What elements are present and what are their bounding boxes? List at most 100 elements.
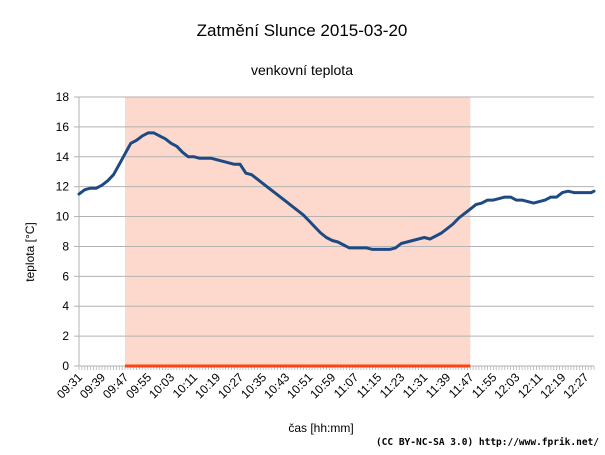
data-point (434, 234, 437, 238)
data-point (538, 200, 541, 203)
data-point (164, 137, 167, 141)
data-point (233, 163, 236, 166)
data-point (342, 243, 345, 247)
x-tick-label: 10:27 (215, 370, 246, 401)
x-tick-label: 10:51 (284, 370, 315, 401)
x-tick-label: 09:39 (77, 370, 108, 401)
x-tick-label: 11:39 (423, 370, 454, 401)
y-tick-label: 18 (56, 90, 70, 104)
data-point (330, 239, 334, 242)
data-point (497, 197, 501, 200)
data-point (158, 134, 161, 138)
x-tick-label: 09:55 (123, 370, 154, 401)
data-point (89, 186, 92, 190)
x-tick-label: 11:23 (377, 370, 408, 401)
data-point (106, 179, 109, 182)
data-point (181, 151, 184, 154)
data-point (520, 198, 524, 202)
data-point (359, 246, 363, 250)
x-tick-label: 12:19 (537, 370, 568, 401)
data-point (584, 191, 587, 194)
data-point (463, 212, 466, 215)
data-point (480, 201, 483, 205)
data-point (474, 203, 478, 206)
credit-text: (CC BY-NC-SA 3.0) http://www.fprik.net/ (375, 437, 599, 448)
data-point (561, 191, 564, 194)
data-point (365, 246, 368, 250)
data-point (354, 246, 357, 250)
data-point (141, 134, 144, 138)
data-point (215, 158, 219, 161)
y-tick-label: 2 (62, 329, 69, 343)
y-axis-label: teplota [°C] (23, 222, 37, 282)
data-point (77, 192, 81, 196)
data-point (440, 231, 443, 235)
y-tick-label: 14 (56, 150, 70, 164)
data-point (296, 209, 299, 212)
data-point (152, 131, 156, 135)
data-point (446, 227, 449, 230)
data-point (526, 200, 530, 203)
data-point (325, 236, 328, 239)
data-point (135, 139, 138, 142)
data-point (532, 201, 535, 205)
x-tick-label: 10:43 (261, 370, 292, 401)
data-point (221, 160, 225, 163)
data-point (238, 163, 242, 166)
data-point (348, 246, 351, 250)
data-point (371, 248, 374, 251)
data-point (566, 189, 570, 193)
data-point (469, 207, 472, 211)
x-tick-label: 12:27 (560, 370, 591, 401)
y-tick-label: 6 (62, 269, 69, 283)
x-tick-label: 11:07 (331, 370, 362, 401)
data-point (451, 222, 455, 226)
data-point (175, 145, 179, 148)
y-tick-label: 0 (62, 359, 69, 373)
data-point (267, 186, 271, 190)
data-point (307, 219, 311, 223)
data-point (279, 195, 282, 199)
data-point (95, 186, 98, 190)
eclipse-band (125, 97, 471, 366)
chart-title: Zatmění Slunce 2015-03-20 (197, 21, 408, 40)
data-point (112, 173, 115, 176)
x-tick-label: 09:47 (100, 370, 131, 401)
data-point (284, 200, 288, 203)
data-point (273, 191, 276, 194)
data-point (118, 163, 121, 166)
data-point (515, 198, 518, 202)
y-tick-label: 10 (56, 210, 70, 224)
data-point (457, 216, 460, 220)
data-point (123, 152, 127, 155)
data-point (204, 157, 207, 160)
data-point (543, 198, 547, 202)
x-tick-label: 11:47 (446, 370, 477, 401)
data-point (187, 155, 190, 158)
data-point (227, 161, 230, 164)
x-tick-label: 10:03 (146, 370, 177, 401)
data-point (256, 177, 259, 181)
data-point (169, 142, 173, 145)
data-point (589, 191, 593, 194)
x-tick-label: 10:59 (307, 370, 338, 401)
x-tick-label: 10:19 (192, 370, 223, 401)
data-point (313, 225, 317, 229)
data-point (388, 248, 391, 251)
data-point (250, 173, 253, 176)
data-point (503, 195, 507, 199)
data-point (400, 242, 403, 245)
data-point (198, 157, 202, 160)
data-point (290, 204, 294, 208)
data-point (509, 195, 512, 199)
data-point (572, 191, 576, 194)
x-tick-label: 11:31 (400, 370, 431, 401)
data-point (129, 142, 132, 145)
data-point (100, 183, 104, 187)
y-tick-label: 8 (62, 239, 69, 253)
data-point (377, 248, 380, 251)
data-point (382, 248, 386, 251)
x-tick-label: 12:03 (491, 370, 522, 401)
x-tick-label: 11:15 (354, 370, 385, 401)
